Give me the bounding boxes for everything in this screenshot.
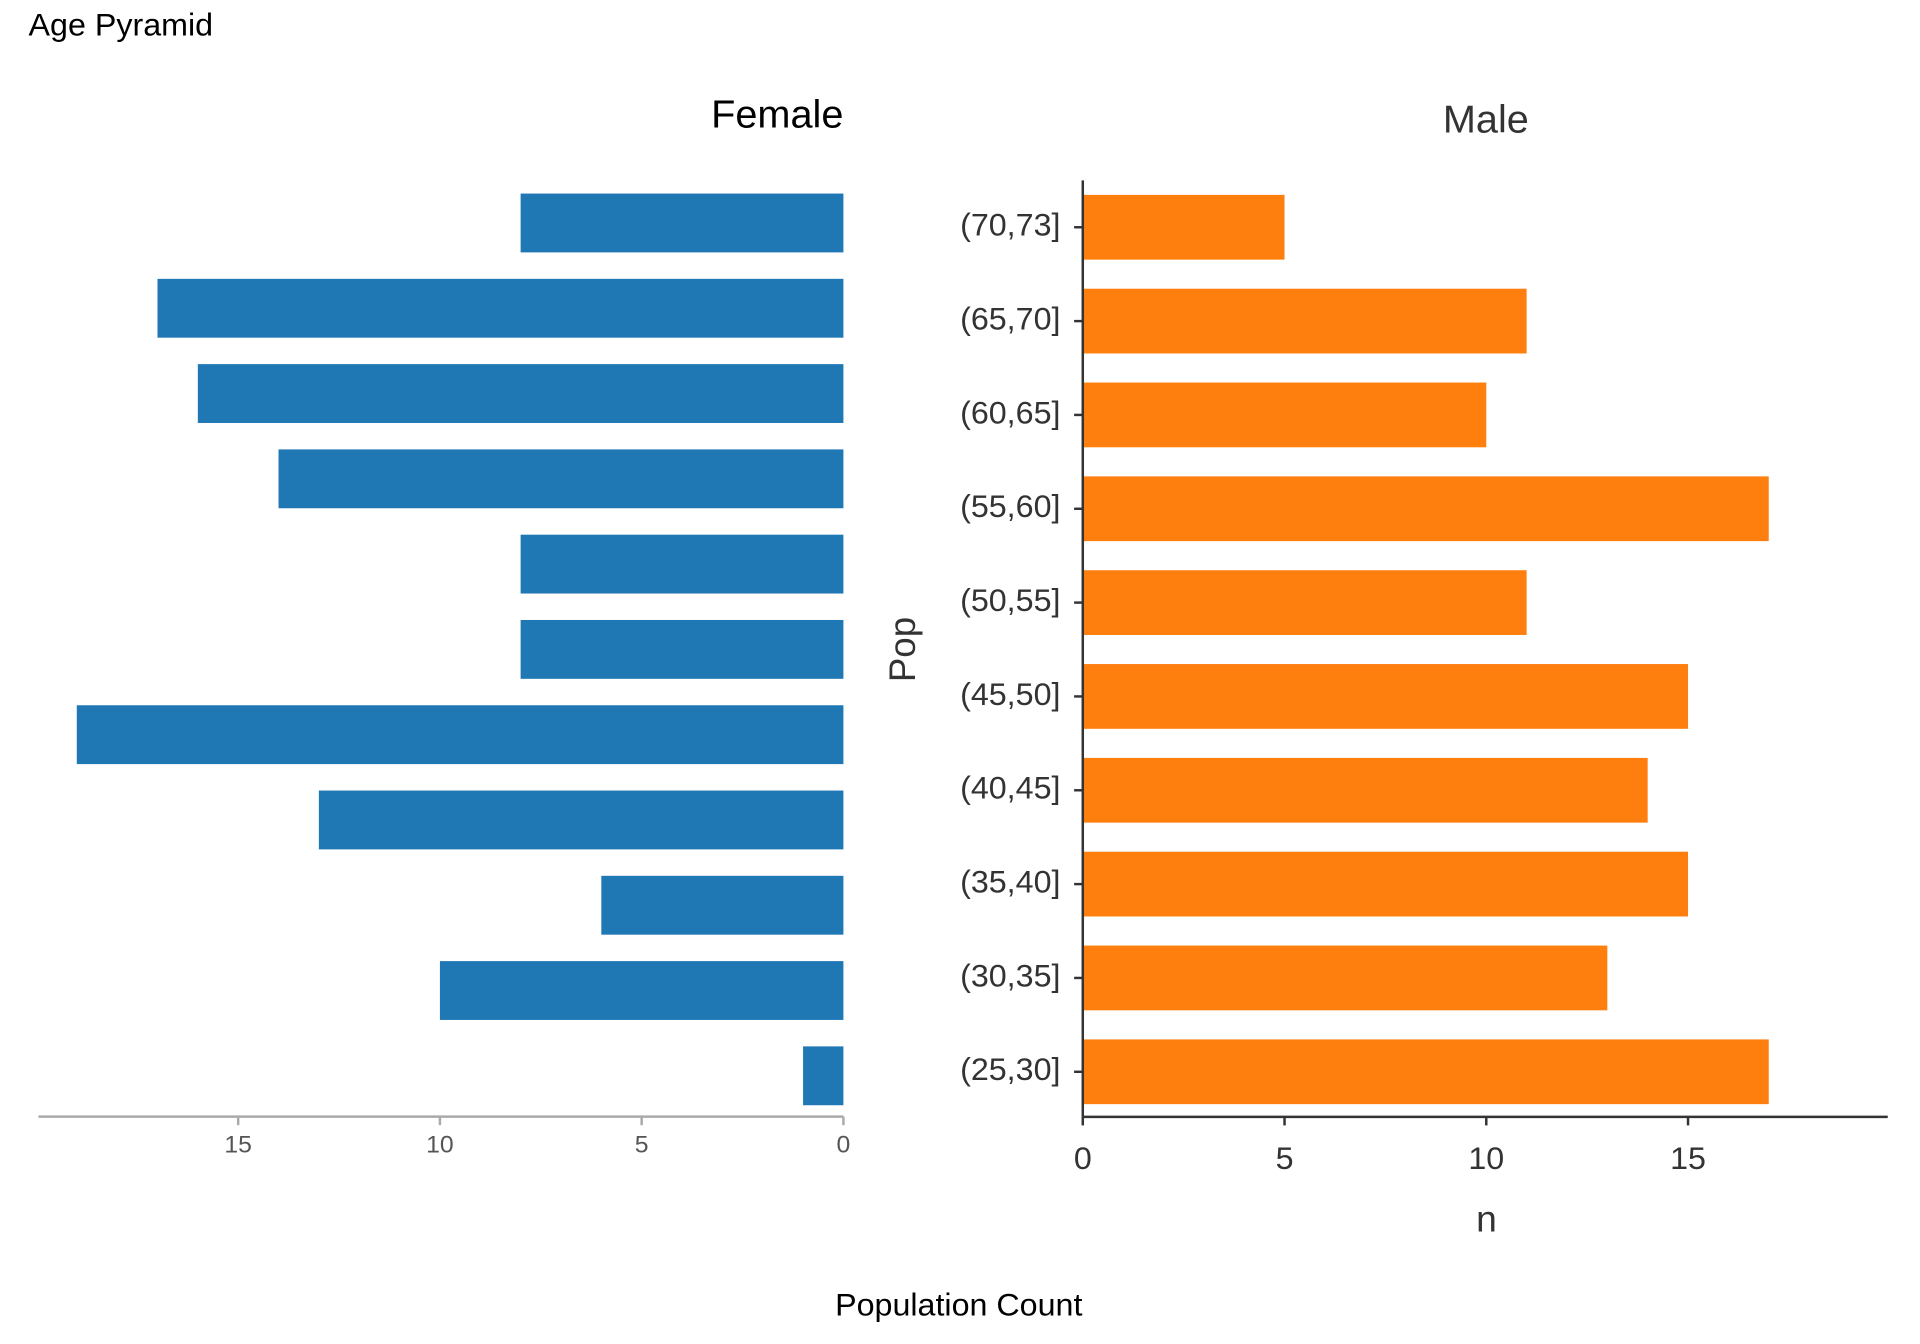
bar bbox=[1082, 382, 1487, 448]
bar bbox=[1082, 194, 1285, 260]
bar bbox=[1082, 851, 1689, 917]
bar bbox=[520, 534, 844, 594]
panel-title: Female bbox=[711, 93, 843, 137]
y-tick-label: (65,70] bbox=[960, 301, 1060, 337]
x-tick-label: 5 bbox=[635, 1132, 649, 1159]
y-tick-label: (35,40] bbox=[960, 864, 1060, 900]
x-axis-label: n bbox=[1476, 1199, 1497, 1240]
bar bbox=[1082, 945, 1608, 1011]
x-tick-label: 10 bbox=[426, 1132, 454, 1159]
y-axis-label: Pop bbox=[882, 617, 923, 682]
y-tick-label: (45,50] bbox=[960, 676, 1060, 712]
y-tick-label: (70,73] bbox=[960, 207, 1060, 243]
y-tick-label: (60,65] bbox=[960, 395, 1060, 431]
x-tick-label: 0 bbox=[1074, 1140, 1092, 1176]
bar bbox=[318, 790, 844, 850]
bar bbox=[1082, 570, 1527, 635]
bar bbox=[1082, 1039, 1769, 1105]
y-tick-label: (50,55] bbox=[960, 582, 1060, 618]
bar bbox=[803, 1046, 844, 1106]
bar bbox=[520, 619, 844, 679]
x-tick-label: 10 bbox=[1468, 1140, 1504, 1176]
bar bbox=[520, 193, 844, 253]
bar bbox=[1082, 476, 1769, 542]
x-tick-label: 0 bbox=[837, 1132, 851, 1159]
y-tick-label: (40,45] bbox=[960, 770, 1060, 806]
y-tick-label: (30,35] bbox=[960, 958, 1060, 994]
y-tick-label: (25,30] bbox=[960, 1051, 1060, 1087]
x-tick-label: 15 bbox=[224, 1132, 252, 1159]
bar bbox=[1082, 288, 1527, 354]
y-tick-label: (55,60] bbox=[960, 488, 1060, 524]
bar bbox=[439, 961, 844, 1020]
bar bbox=[197, 364, 844, 423]
bar bbox=[76, 705, 844, 765]
panel-title: Male bbox=[1443, 98, 1529, 142]
chart-title: Age Pyramid bbox=[29, 6, 214, 42]
bar bbox=[278, 449, 844, 509]
x-tick-label: 15 bbox=[1670, 1140, 1706, 1176]
bar bbox=[157, 278, 844, 338]
bar bbox=[1082, 757, 1648, 823]
bar bbox=[601, 875, 844, 935]
x-tick-label: 5 bbox=[1276, 1140, 1294, 1176]
caption: Population Count bbox=[835, 1287, 1082, 1323]
bar bbox=[1082, 664, 1689, 729]
